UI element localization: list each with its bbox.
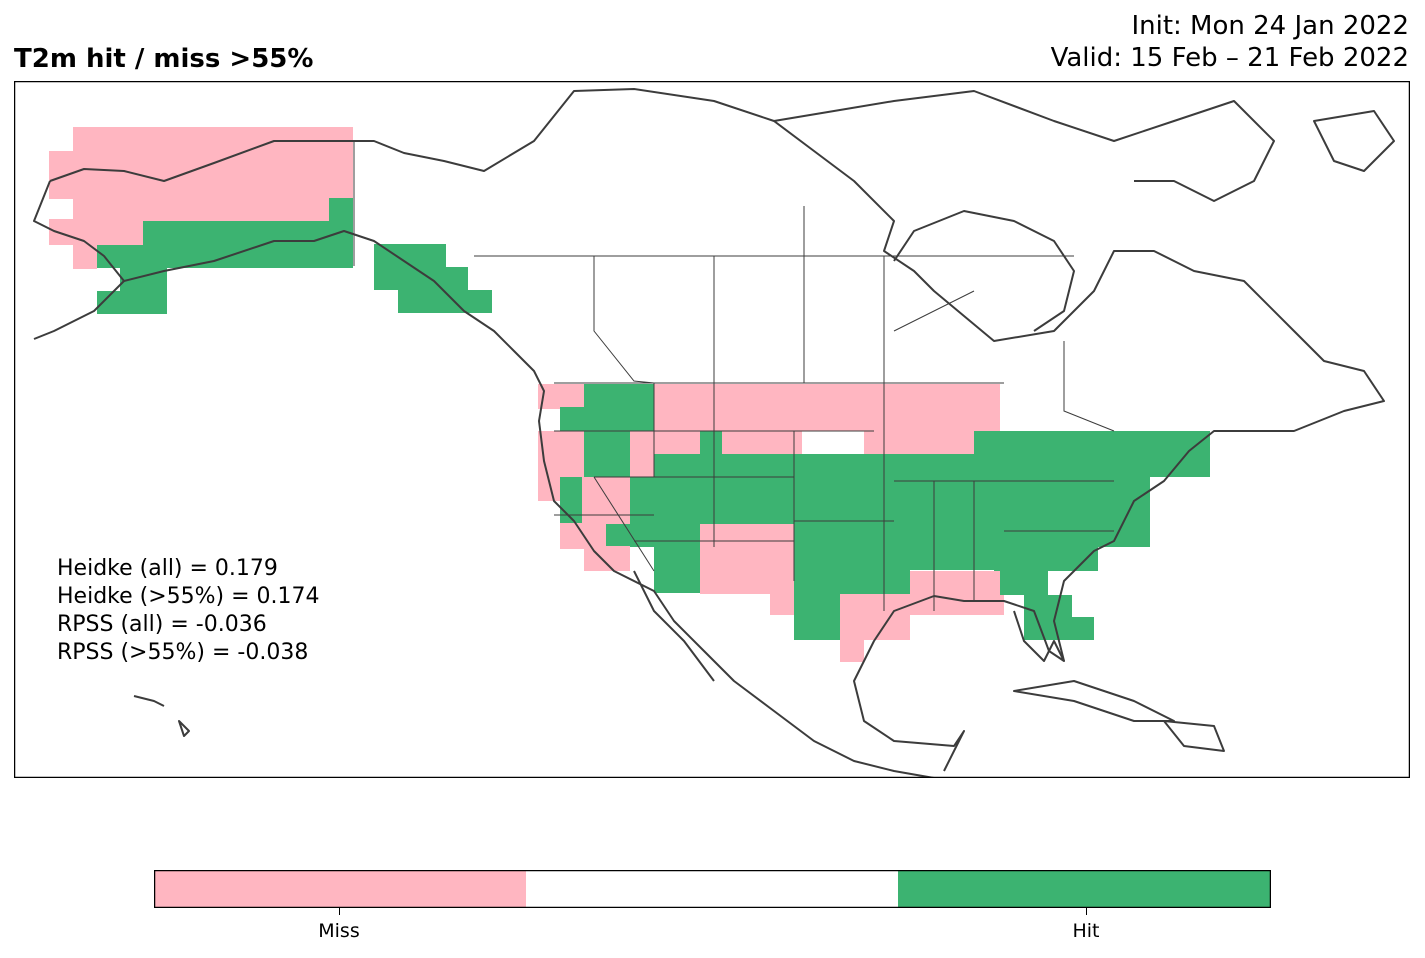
hit-cell: [654, 571, 700, 593]
stat-heidke-55: Heidke (>55%) = 0.174: [57, 584, 320, 609]
hit-cell: [560, 407, 630, 431]
hit-cell: [1024, 617, 1094, 640]
hit-cell: [818, 617, 840, 639]
init-date: Init: Mon 24 Jan 2022: [1131, 11, 1409, 41]
hit-cell: [678, 454, 770, 524]
hit-cell: [794, 546, 910, 594]
miss-cell: [73, 199, 143, 245]
map-canvas: [14, 81, 1410, 778]
map-title: T2m hit / miss >55%: [14, 44, 314, 74]
legend-swatch-neutral: [526, 870, 898, 908]
legend-colorbar: [154, 870, 1271, 908]
stat-rpss-all: RPSS (all) = -0.036: [57, 612, 267, 637]
legend-label-hit: Hit: [1072, 920, 1100, 942]
forecast-map: [14, 81, 1410, 778]
hit-cell: [374, 267, 468, 290]
stat-heidke-all: Heidke (all) = 0.179: [57, 556, 278, 581]
valid-date-range: Valid: 15 Feb – 21 Feb 2022: [1050, 43, 1409, 73]
stat-rpss-55: RPSS (>55%) = -0.038: [57, 640, 309, 665]
legend-label-miss: Miss: [318, 920, 360, 942]
miss-cell: [840, 640, 864, 662]
miss-cell: [49, 219, 73, 245]
verification-grid: [49, 127, 1210, 662]
coastlines: [33, 88, 1395, 778]
hit-cell: [654, 546, 700, 571]
legend-tick-miss: [339, 908, 340, 915]
skill-scores: Heidke (all) = 0.179 Heidke (>55%) = 0.1…: [57, 555, 320, 667]
legend-tick-hit: [1086, 908, 1087, 915]
date-header: Init: Mon 24 Jan 2022 Valid: 15 Feb – 21…: [1051, 10, 1409, 74]
miss-cell: [840, 594, 910, 640]
miss-cell: [910, 571, 1004, 615]
hit-cell: [974, 477, 1150, 547]
political-borders: [353, 141, 1115, 611]
hit-cell: [97, 291, 167, 314]
miss-cell: [143, 199, 329, 221]
miss-cell: [538, 384, 584, 409]
map-border: [14, 81, 1410, 778]
miss-cell: [770, 571, 794, 615]
hit-cell: [398, 290, 492, 313]
hit-cell: [1000, 571, 1048, 595]
hit-cell: [994, 547, 1098, 571]
hit-cell: [584, 431, 630, 477]
legend-swatch-hit: [898, 870, 1271, 908]
hit-cell: [560, 477, 582, 523]
hit-cell: [1070, 431, 1188, 477]
hit-cell: [374, 244, 446, 267]
legend-border: [154, 870, 1271, 908]
miss-cell: [584, 549, 630, 571]
hit-cell: [143, 221, 329, 268]
legend-swatch-miss: [154, 870, 526, 908]
hit-cell: [606, 524, 700, 546]
